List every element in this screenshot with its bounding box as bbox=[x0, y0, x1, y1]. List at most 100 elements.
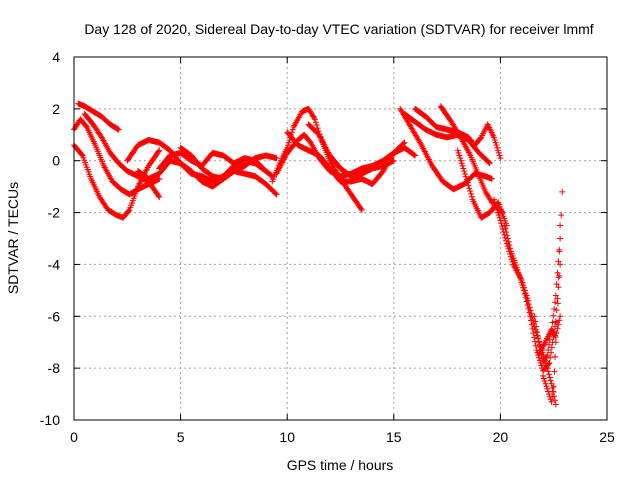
series-track-6 bbox=[134, 157, 280, 198]
data-point bbox=[546, 374, 553, 381]
data-point bbox=[557, 261, 564, 268]
data-point bbox=[491, 136, 498, 143]
data-point bbox=[526, 309, 533, 316]
data-point bbox=[552, 334, 559, 341]
data-point bbox=[401, 139, 408, 146]
data-point bbox=[504, 232, 511, 239]
data-point bbox=[498, 223, 505, 230]
y-tick-label: -10 bbox=[40, 412, 60, 428]
data-point bbox=[555, 321, 562, 328]
data-point bbox=[557, 222, 564, 229]
data-point bbox=[554, 269, 561, 276]
data-point bbox=[534, 328, 541, 335]
data-point bbox=[546, 371, 553, 378]
series-track-12 bbox=[305, 121, 397, 180]
y-tick-label: -4 bbox=[48, 256, 61, 272]
data-point bbox=[285, 142, 291, 149]
data-point bbox=[551, 299, 558, 306]
data-point bbox=[528, 317, 535, 324]
data-point bbox=[507, 245, 514, 252]
data-point bbox=[533, 323, 540, 330]
data-point bbox=[553, 307, 560, 314]
data-point bbox=[525, 305, 532, 312]
data-point bbox=[551, 306, 558, 313]
data-point bbox=[454, 147, 461, 154]
data-point bbox=[486, 160, 493, 167]
data-point bbox=[494, 144, 501, 151]
series-track-17 bbox=[454, 147, 510, 229]
data-point bbox=[540, 375, 547, 382]
data-point bbox=[532, 342, 539, 349]
data-point bbox=[495, 147, 502, 154]
data-point bbox=[547, 354, 554, 361]
data-point bbox=[400, 140, 407, 147]
data-point bbox=[552, 339, 559, 346]
series-track-7 bbox=[156, 149, 269, 175]
data-point bbox=[494, 206, 501, 213]
data-point bbox=[548, 398, 555, 405]
data-point bbox=[544, 385, 551, 392]
data-point bbox=[520, 287, 527, 294]
data-point bbox=[545, 346, 552, 353]
data-point bbox=[558, 212, 565, 219]
data-point bbox=[552, 318, 559, 325]
data-point bbox=[545, 368, 552, 375]
data-point bbox=[313, 122, 320, 129]
data-point bbox=[467, 188, 474, 195]
data-point bbox=[485, 159, 492, 166]
data-point bbox=[495, 209, 502, 216]
data-point bbox=[495, 149, 502, 156]
data-point bbox=[544, 352, 551, 359]
data-point bbox=[502, 225, 509, 232]
data-point bbox=[531, 313, 538, 320]
data-point bbox=[548, 344, 555, 351]
data-point bbox=[156, 147, 163, 154]
data-point bbox=[456, 152, 463, 159]
data-point bbox=[543, 383, 550, 390]
data-point bbox=[390, 157, 397, 164]
data-point bbox=[358, 205, 364, 212]
data-point bbox=[547, 377, 554, 384]
data-point bbox=[516, 274, 523, 281]
data-point bbox=[530, 330, 537, 337]
data-point bbox=[412, 152, 419, 159]
data-point bbox=[467, 190, 474, 197]
data-point bbox=[125, 207, 132, 214]
data-point bbox=[464, 179, 471, 186]
data-point bbox=[553, 281, 560, 288]
grid-lines bbox=[74, 57, 607, 420]
data-point bbox=[556, 248, 563, 255]
data-point bbox=[491, 134, 498, 141]
x-tick-label: 0 bbox=[70, 429, 78, 445]
data-point bbox=[501, 222, 508, 229]
data-point bbox=[465, 182, 472, 189]
data-point bbox=[492, 201, 499, 208]
data-point bbox=[524, 302, 531, 309]
data-point bbox=[262, 168, 269, 175]
data-point bbox=[533, 329, 540, 336]
data-point bbox=[523, 298, 530, 305]
x-tick-label: 15 bbox=[386, 429, 402, 445]
data-point bbox=[155, 192, 162, 199]
data-point bbox=[557, 235, 564, 242]
data-point bbox=[545, 360, 552, 367]
data-point bbox=[156, 194, 163, 201]
y-tick-label: 2 bbox=[52, 101, 60, 117]
data-point bbox=[78, 151, 85, 158]
x-axis-label: GPS time / hours bbox=[287, 457, 394, 473]
data-point bbox=[522, 294, 529, 301]
data-point bbox=[552, 401, 559, 408]
data-point bbox=[459, 162, 466, 169]
data-point bbox=[466, 185, 473, 192]
data-point bbox=[535, 339, 542, 346]
data-point bbox=[514, 266, 521, 273]
data-point bbox=[540, 372, 547, 379]
data-point bbox=[549, 388, 556, 395]
data-point bbox=[462, 173, 469, 180]
data-point bbox=[311, 116, 318, 123]
data-point bbox=[498, 220, 505, 227]
data-point bbox=[460, 165, 467, 172]
data-point bbox=[551, 397, 558, 404]
data-point bbox=[529, 325, 536, 332]
